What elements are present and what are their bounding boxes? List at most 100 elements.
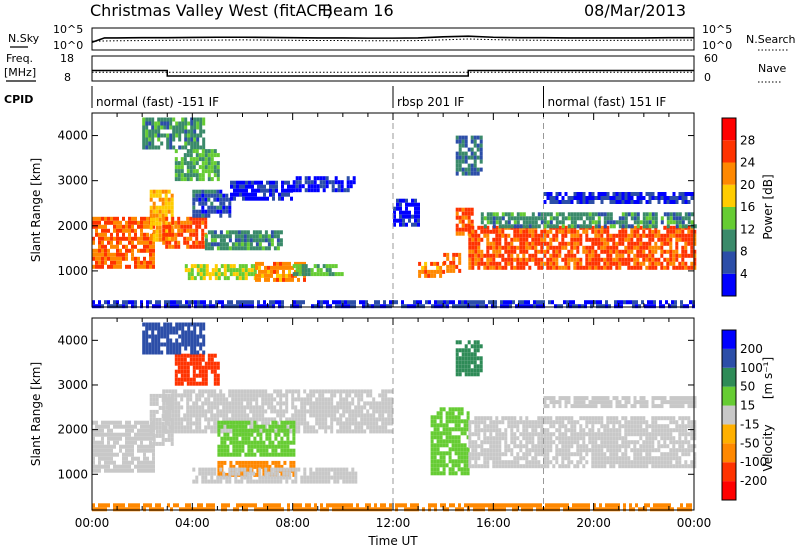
data-cell	[251, 188, 254, 193]
data-cell	[227, 304, 230, 309]
data-cell	[157, 125, 161, 130]
data-cell	[384, 421, 388, 426]
data-cell	[522, 464, 526, 469]
data-cell	[460, 427, 464, 432]
data-cell	[162, 413, 166, 418]
data-cell	[468, 440, 472, 445]
data-cell	[693, 233, 697, 238]
data-cell	[327, 397, 331, 402]
data-cell	[321, 425, 325, 430]
data-cell	[618, 196, 622, 200]
data-cell	[606, 253, 610, 258]
data-cell	[142, 330, 146, 335]
data-cell	[259, 448, 263, 453]
data-cell	[134, 424, 137, 429]
data-cell	[169, 117, 173, 122]
data-cell	[207, 213, 211, 218]
data-cell	[534, 245, 538, 250]
data-cell	[360, 425, 364, 430]
data-cell	[336, 389, 340, 394]
data-cell	[473, 364, 477, 369]
data-cell	[567, 452, 571, 457]
data-cell	[323, 300, 326, 305]
data-cell	[216, 193, 220, 198]
data-cell	[363, 401, 367, 406]
data-cell	[405, 202, 408, 207]
data-cell	[146, 464, 149, 469]
data-cell	[501, 432, 505, 437]
data-cell	[204, 149, 208, 154]
data-cell	[223, 436, 227, 441]
data-cell	[128, 424, 131, 429]
data-cell	[609, 265, 613, 270]
data-cell	[282, 475, 286, 480]
data-cell	[466, 411, 470, 416]
data-cell	[648, 261, 652, 266]
data-cell	[125, 252, 128, 257]
data-cell	[597, 253, 601, 258]
data-cell	[436, 423, 440, 428]
data-cell	[404, 304, 407, 309]
data-cell	[234, 389, 238, 394]
data-cell	[131, 452, 134, 457]
data-cell	[657, 237, 661, 242]
data-cell	[174, 220, 178, 225]
data-cell	[330, 393, 334, 398]
data-cell	[274, 444, 278, 449]
data-cell	[653, 300, 656, 305]
data-cell	[439, 419, 443, 424]
data-cell	[178, 137, 182, 142]
data-cell	[125, 436, 128, 441]
data-cell	[477, 424, 481, 429]
data-cell	[297, 417, 301, 422]
data-cell	[476, 300, 479, 305]
data-cell	[198, 209, 202, 214]
data-cell	[480, 257, 484, 262]
data-cell	[209, 304, 212, 309]
data-cell	[597, 224, 601, 229]
data-cell	[174, 361, 178, 366]
data-cell	[273, 397, 277, 402]
data-cell	[474, 424, 478, 429]
data-cell	[319, 180, 323, 185]
data-cell	[148, 326, 152, 331]
data-cell	[140, 448, 143, 453]
data-cell	[501, 464, 505, 469]
data-cell	[470, 219, 474, 224]
data-cell	[285, 409, 289, 414]
data-cell	[687, 229, 691, 234]
data-cell	[467, 364, 471, 369]
data-cell	[333, 475, 337, 480]
data-cell	[528, 257, 532, 262]
data-cell	[238, 272, 242, 277]
data-cell	[454, 459, 458, 464]
data-cell	[116, 452, 119, 457]
data-cell	[170, 209, 174, 214]
data-cell	[152, 452, 155, 457]
data-cell	[202, 264, 206, 269]
data-cell	[165, 413, 169, 418]
data-cell	[239, 180, 242, 185]
data-cell	[183, 236, 187, 241]
data-cell	[612, 261, 616, 266]
data-cell	[489, 424, 493, 429]
data-cell	[204, 417, 208, 422]
data-cell	[165, 389, 169, 394]
data-cell	[543, 229, 547, 234]
data-cell	[152, 229, 156, 234]
data-cell	[254, 188, 257, 193]
data-cell	[524, 304, 527, 309]
data-cell	[270, 409, 274, 414]
data-cell	[436, 439, 440, 444]
data-cell	[561, 212, 565, 217]
data-cell	[283, 452, 287, 457]
data-cell	[474, 464, 478, 469]
data-cell	[158, 197, 162, 202]
data-cell	[232, 428, 236, 433]
data-cell	[142, 145, 146, 150]
data-cell	[201, 193, 205, 198]
data-cell	[492, 261, 496, 266]
data-cell	[240, 467, 244, 472]
data-cell	[322, 188, 326, 193]
data-cell	[525, 432, 529, 437]
